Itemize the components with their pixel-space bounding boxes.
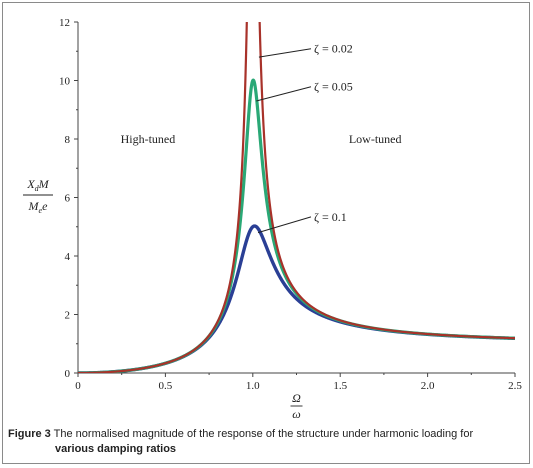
x-tick-label: 1.0 (246, 380, 260, 392)
y-tick-label: 0 (65, 368, 71, 380)
y-axis-label-numerator: XdM (26, 177, 49, 193)
y-tick-label: 12 (59, 17, 70, 29)
x-tick-label: 2.5 (508, 380, 522, 392)
annotation-label: ζ = 0.02 (314, 42, 353, 56)
series-line (78, 224, 515, 373)
y-tick-label: 2 (65, 310, 71, 322)
annotation-label: ζ = 0.05 (314, 80, 353, 94)
y-tick-label: 6 (65, 193, 71, 205)
y-tick-label: 4 (65, 251, 71, 263)
region-label: Low-tuned (349, 132, 402, 146)
figure-caption: Figure 3 The normalised magnitude of the… (8, 427, 526, 457)
series-line (78, 78, 515, 373)
y-tick-label: 10 (59, 76, 71, 88)
caption-figure-label: Figure 3 (8, 428, 51, 440)
series-line (78, 22, 515, 373)
annotation-leader (258, 48, 312, 58)
axes (74, 21, 516, 377)
caption-text-1: The normalised magnitude of the response… (50, 428, 474, 440)
figure-frame (2, 2, 530, 464)
y-axis-label-denominator: Mee (28, 199, 49, 215)
region-label: High-tuned (121, 132, 176, 146)
x-axis-label-denominator: ω (292, 407, 300, 421)
chart-text: 0 0.5 1.0 1.5 2.0 2.5 0 2 4 6 8 10 12 ζ = 0.02 ζ = 0.0… (23, 17, 522, 421)
y-tick-label: 8 (65, 134, 71, 146)
caption-line-1: Figure 3 The normalised magnitude of the… (8, 427, 526, 442)
x-tick-label: 2.0 (421, 380, 435, 392)
caption-line-2: various damping ratios (55, 443, 177, 455)
response-chart: 0 0.5 1.0 1.5 2.0 2.5 0 2 4 6 8 10 12 ζ = 0.02 ζ = 0.0… (23, 17, 522, 421)
series-group (78, 22, 515, 373)
x-tick-label: 1.5 (333, 380, 347, 392)
x-tick-label: 0.5 (159, 380, 173, 392)
annotation-label: ζ = 0.1 (314, 210, 347, 224)
x-tick-label: 0 (75, 380, 81, 392)
annotation-leader (257, 216, 312, 234)
x-axis-label-numerator: Ω (292, 391, 301, 405)
annotation-leader (256, 86, 312, 102)
